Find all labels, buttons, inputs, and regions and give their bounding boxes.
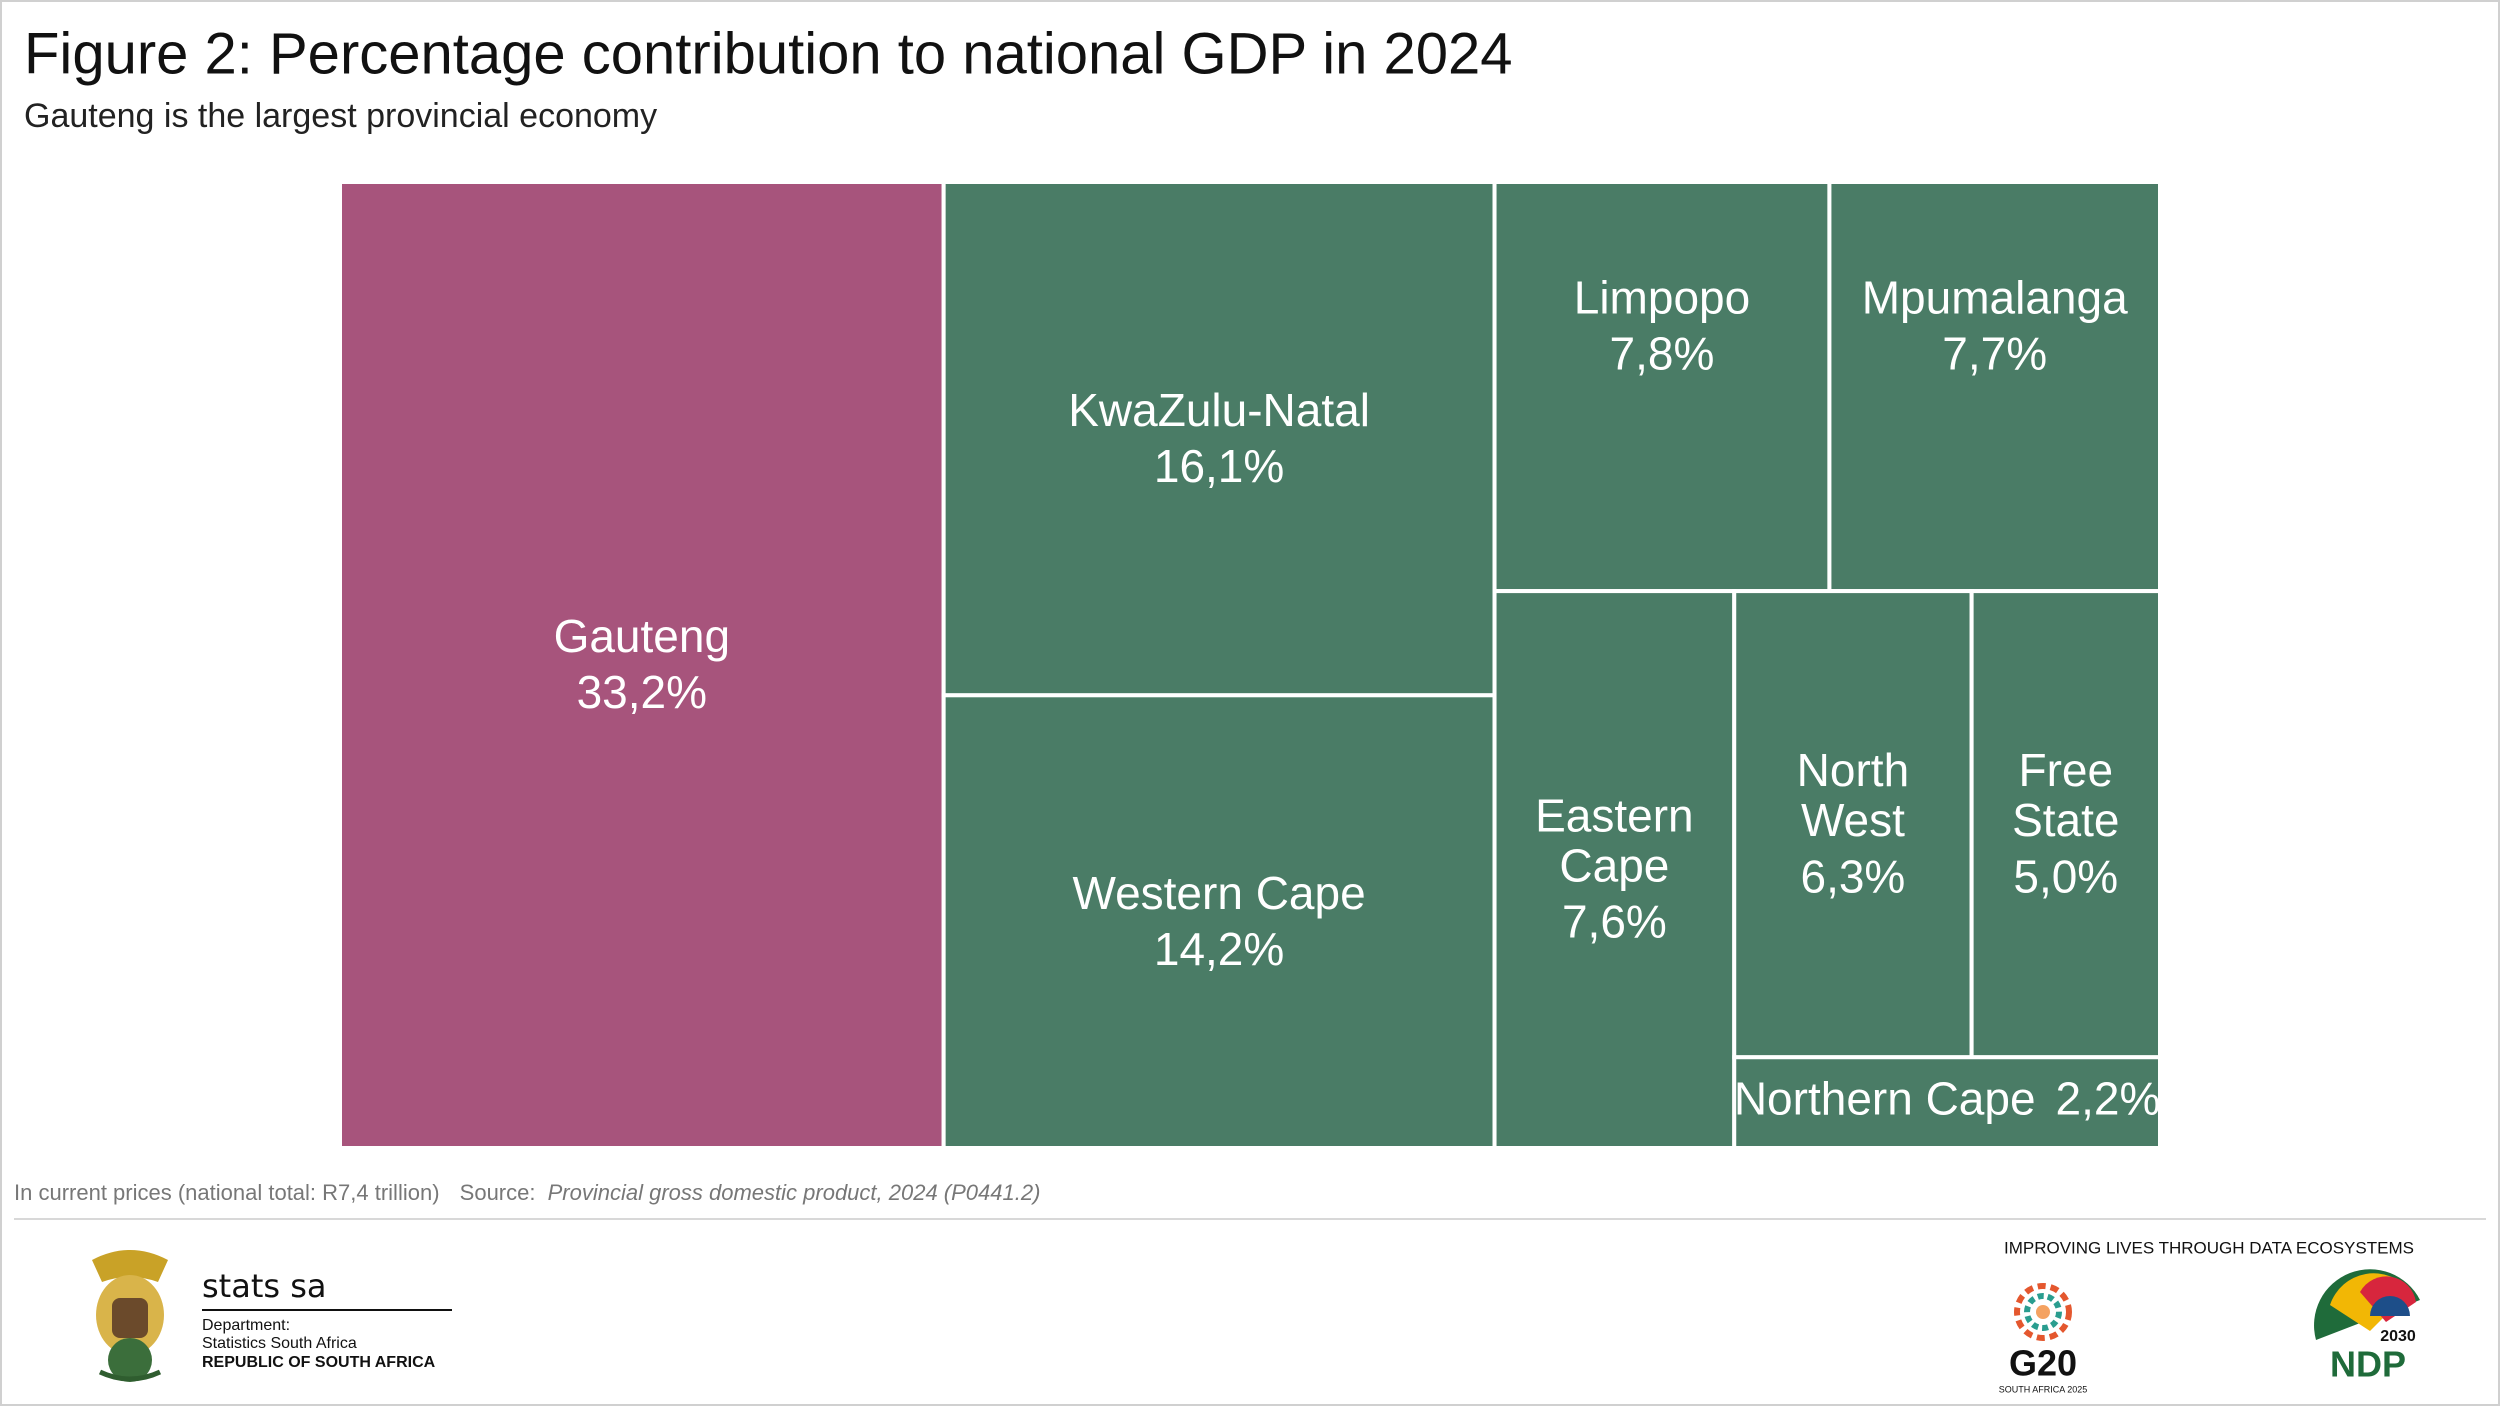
value-label: 7,7%: [1942, 328, 2047, 380]
value-label: 6,3%: [1800, 850, 1905, 902]
ndp: NDP: [2330, 1344, 2406, 1385]
tile: [1827, 180, 2162, 594]
category-label: Western Cape: [1072, 867, 1365, 919]
org: Statistics South Africa: [202, 1335, 357, 1352]
category-label: KwaZulu-Natal: [1068, 384, 1370, 436]
note-text: In current prices (national total: R7,4 …: [14, 1180, 440, 1205]
category-label: North West: [1797, 744, 1909, 846]
g20: G20: [2009, 1343, 2077, 1384]
source: Provincial gross domestic product, 2024 …: [548, 1180, 1041, 1205]
tile-label: Northern Cape 2,2%: [1734, 1073, 2161, 1125]
slogan: IMPROVING LIVES THROUGH DATA ECOSYSTEMS: [2004, 1238, 2414, 1257]
tile: [941, 693, 1497, 1150]
category-label: Free State: [2012, 744, 2119, 846]
chart-subtitle: Gauteng is the largest provincial econom…: [24, 97, 657, 135]
category-label: Eastern Cape: [1535, 790, 1694, 892]
value-label: 7,6%: [1562, 896, 1667, 948]
tile: [941, 180, 1497, 698]
category-label: Gauteng: [554, 610, 730, 662]
tile: [1492, 180, 1832, 594]
ndp-emblem: [2314, 1269, 2420, 1340]
tile: [1969, 589, 2162, 1060]
g20-sub: SOUTH AFRICA 2025: [1999, 1384, 2088, 1394]
g20-flower: [2014, 1283, 2072, 1341]
tile: [1732, 1055, 2162, 1150]
category-label: Northern Cape: [1734, 1073, 2036, 1125]
category-label: Limpopo: [1574, 272, 1750, 324]
value-label: 2,2%: [2056, 1073, 2161, 1125]
category-label: Mpumalanga: [1862, 272, 2128, 324]
source-label: Source:: [460, 1180, 536, 1205]
ndp-year: 2030: [2380, 1328, 2416, 1345]
value-label: 33,2%: [577, 666, 707, 718]
value-label: 16,1%: [1154, 440, 1284, 492]
country: REPUBLIC OF SOUTH AFRICA: [202, 1354, 436, 1371]
department: Department:: [202, 1317, 290, 1334]
value-label: 7,8%: [1610, 328, 1715, 380]
chart-title: Figure 2: Percentage contribution to nat…: [24, 21, 1513, 86]
brand: stats sa: [202, 1267, 327, 1305]
coat-of-arms: [92, 1250, 168, 1382]
note: In current prices (national total: R7,4 …: [14, 1180, 1040, 1205]
tile: [338, 180, 946, 1150]
value-label: 5,0%: [2013, 850, 2118, 902]
tile: [1492, 589, 1737, 1150]
value-label: 14,2%: [1154, 923, 1284, 975]
